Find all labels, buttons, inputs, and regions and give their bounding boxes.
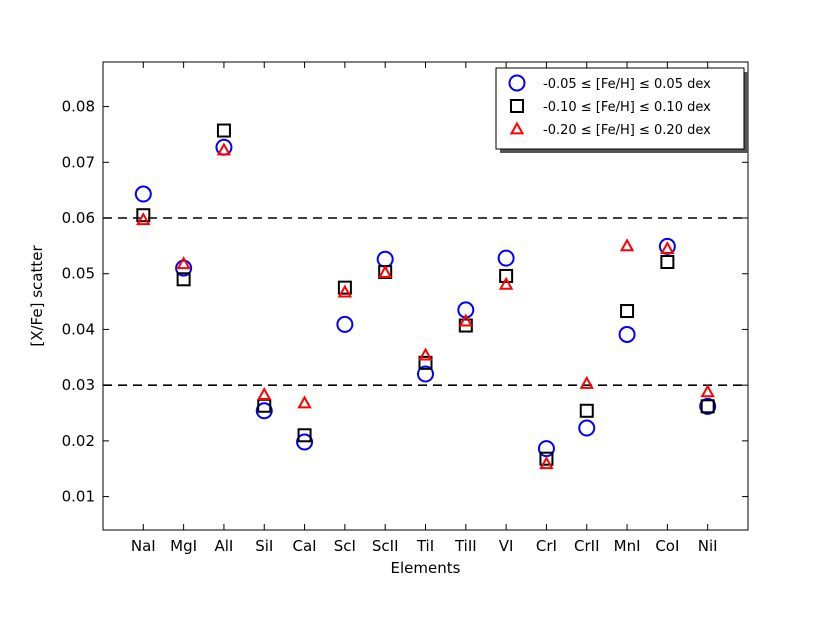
triangle-point bbox=[619, 238, 635, 252]
x-tick-labels: NaI MgI AlI SiI CaI ScI ScII TiI TiII VI CrI CrII Mn… bbox=[131, 537, 718, 555]
triangle-point bbox=[377, 265, 393, 278]
x-tick-label: TiII bbox=[454, 537, 477, 555]
square-point bbox=[337, 280, 352, 295]
circle-point bbox=[134, 185, 152, 203]
circle-point bbox=[417, 365, 434, 383]
square-point bbox=[136, 208, 151, 223]
x-tick-label: NaI bbox=[131, 537, 156, 555]
x-tick-label: CoI bbox=[655, 537, 679, 555]
triangle-point bbox=[660, 241, 675, 255]
square-point bbox=[216, 123, 231, 138]
circle-point bbox=[376, 250, 394, 268]
triangle-point bbox=[498, 276, 514, 290]
x-axis-title: Elements bbox=[391, 559, 461, 577]
x-tick-label: MgI bbox=[170, 537, 197, 555]
y-tick-label: 0.01 bbox=[62, 488, 95, 506]
square-point bbox=[176, 272, 191, 287]
square-point bbox=[499, 268, 514, 283]
x-tick-label: NiI bbox=[698, 537, 718, 555]
square-point bbox=[700, 399, 715, 414]
legend-square-marker bbox=[510, 99, 524, 113]
x-tick-label: ScII bbox=[372, 537, 399, 555]
circle-point bbox=[175, 259, 193, 277]
x-tick-label: CrII bbox=[574, 537, 600, 555]
axis-ticks bbox=[103, 62, 748, 530]
y-tick-label: 0.03 bbox=[62, 376, 95, 394]
square-point bbox=[297, 428, 312, 443]
triangle-point bbox=[418, 347, 433, 361]
x-tick-label: MnI bbox=[614, 537, 641, 555]
x-tick-label: SiI bbox=[255, 537, 273, 555]
triangle-point bbox=[458, 313, 474, 327]
triangle-point bbox=[216, 142, 232, 156]
circle-point bbox=[497, 249, 515, 267]
triangle-point bbox=[136, 212, 151, 226]
square-point bbox=[660, 255, 675, 270]
y-tick-label: 0.02 bbox=[62, 432, 95, 450]
y-tick-label: 0.05 bbox=[62, 265, 95, 283]
triangle-point bbox=[700, 384, 715, 398]
y-tick-labels: 0.01 0.02 0.03 0.04 0.05 0.06 0.07 0.08 bbox=[62, 98, 95, 506]
legend-triangle-marker bbox=[509, 121, 525, 135]
triangle-point bbox=[257, 387, 272, 401]
x-tick-label: CrI bbox=[536, 537, 557, 555]
y-axis-title: [X/Fe] scatter bbox=[28, 245, 46, 347]
square-point bbox=[579, 403, 594, 418]
circle-point bbox=[578, 419, 596, 437]
legend: -0.05 ≤ [Fe/H] ≤ 0.05 dex -0.10 ≤ [Fe/H] … bbox=[495, 67, 748, 153]
legend-label: -0.10 ≤ [Fe/H] ≤ 0.10 dex bbox=[543, 100, 711, 115]
circle-point bbox=[618, 325, 636, 343]
series-circle bbox=[134, 138, 717, 458]
x-tick-label: ScI bbox=[334, 537, 356, 555]
legend-box bbox=[495, 67, 745, 150]
x-tick-label: TiI bbox=[416, 537, 434, 555]
circle-point bbox=[699, 397, 717, 415]
series-triangle bbox=[136, 142, 715, 470]
triangle-point bbox=[176, 256, 191, 270]
y-tick-label: 0.07 bbox=[62, 153, 95, 171]
square-point bbox=[418, 355, 433, 370]
legend-label: -0.20 ≤ [Fe/H] ≤ 0.20 dex bbox=[543, 123, 711, 138]
triangle-point bbox=[539, 456, 554, 470]
square-point bbox=[539, 451, 554, 466]
triangle-point bbox=[297, 395, 312, 409]
x-tick-label: CaI bbox=[293, 537, 317, 555]
circle-point bbox=[296, 433, 314, 451]
y-tick-label: 0.04 bbox=[62, 320, 95, 338]
triangle-point bbox=[579, 375, 594, 389]
series-square bbox=[136, 123, 715, 466]
x-tick-label: VI bbox=[499, 537, 514, 555]
circle-point bbox=[336, 315, 354, 333]
circle-point bbox=[255, 402, 273, 420]
plot-frame bbox=[102, 61, 749, 531]
x-tick-label: AlI bbox=[215, 537, 234, 555]
legend-label: -0.05 ≤ [Fe/H] ≤ 0.05 dex bbox=[543, 77, 711, 92]
data-markers bbox=[134, 123, 717, 470]
square-point bbox=[620, 304, 635, 319]
y-tick-label: 0.08 bbox=[62, 98, 95, 116]
triangle-point bbox=[337, 284, 353, 298]
y-tick-label: 0.06 bbox=[62, 209, 95, 227]
legend-circle-marker bbox=[508, 74, 526, 92]
